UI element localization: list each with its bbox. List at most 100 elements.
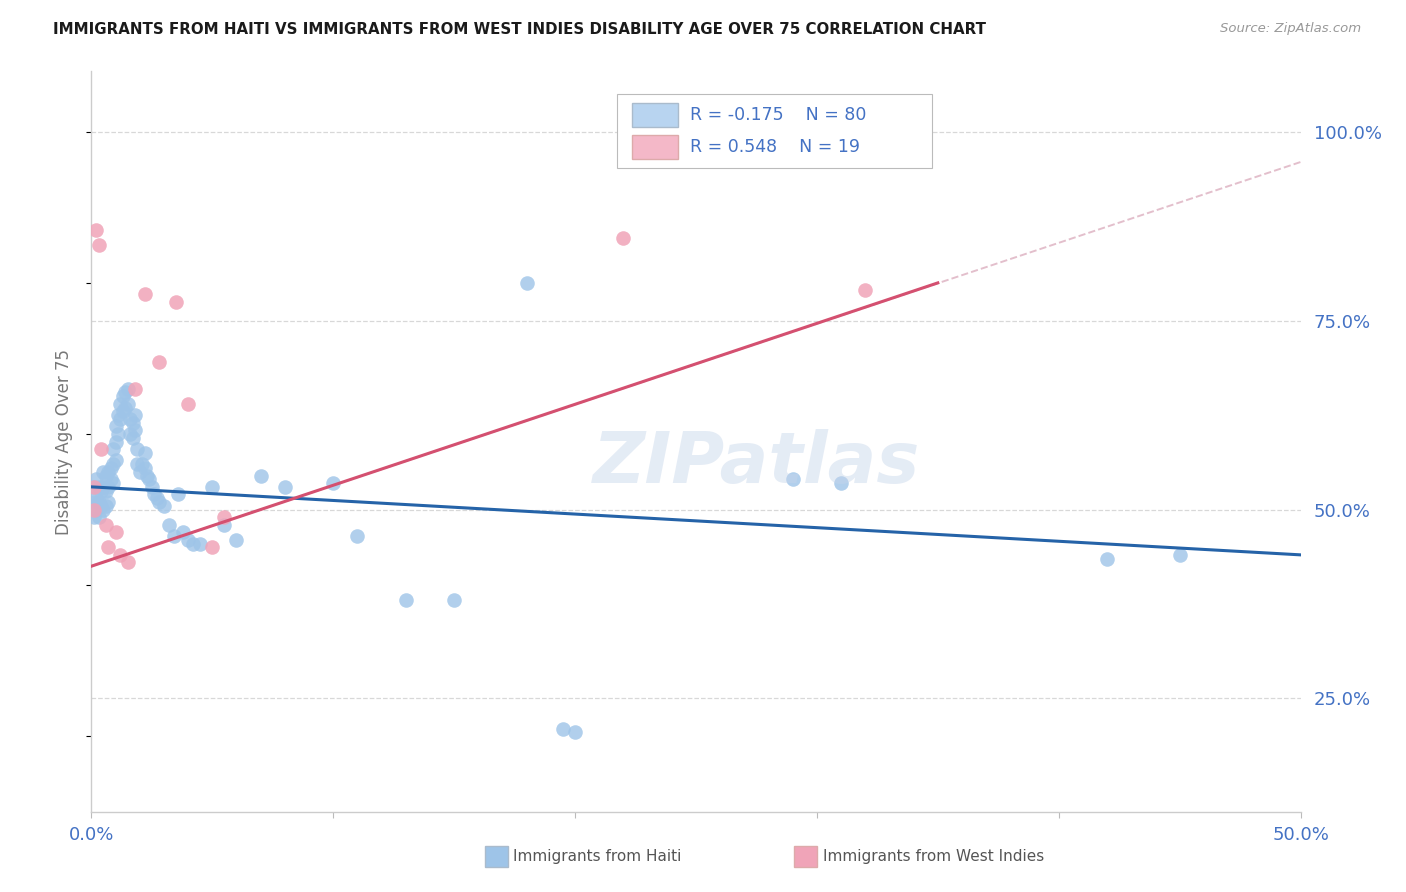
Point [110, 412, 132, 426]
Point [84, 472, 107, 486]
Point [110, 548, 132, 562]
Point [134, 287, 156, 301]
Point [124, 382, 146, 396]
Point [87, 510, 110, 524]
Bar [631, 103, 678, 127]
Point [134, 461, 156, 475]
Point [107, 427, 129, 442]
Point [83, 480, 105, 494]
Point [117, 382, 139, 396]
Y-axis label: Disability Age Over 75: Disability Age Over 75 [55, 349, 73, 534]
Text: Immigrants from Haiti: Immigrants from Haiti [513, 849, 682, 863]
Point [94, 468, 117, 483]
Point [107, 408, 129, 422]
Point [90, 483, 112, 498]
Point [97, 465, 120, 479]
Point [322, 476, 344, 491]
Point [101, 442, 124, 456]
Point [551, 722, 574, 736]
Point [93, 480, 115, 494]
Point [214, 510, 236, 524]
Point [87, 480, 110, 494]
Point [127, 442, 149, 456]
Point [214, 517, 236, 532]
Point [564, 725, 586, 739]
Point [346, 529, 368, 543]
Point [165, 294, 187, 309]
Point [143, 487, 166, 501]
Point [148, 495, 170, 509]
Point [181, 536, 204, 550]
Point [153, 499, 176, 513]
Point [83, 495, 105, 509]
Point [84, 502, 107, 516]
Point [127, 457, 149, 471]
Point [90, 442, 112, 456]
Point [120, 412, 142, 426]
Point [97, 480, 120, 494]
Point [830, 476, 852, 491]
Text: R = 0.548    N = 19: R = 0.548 N = 19 [690, 138, 860, 156]
Point [120, 427, 142, 442]
Point [104, 453, 127, 467]
Text: IMMIGRANTS FROM HAITI VS IMMIGRANTS FROM WEST INDIES DISABILITY AGE OVER 75 CORR: IMMIGRANTS FROM HAITI VS IMMIGRANTS FROM… [53, 22, 987, 37]
Point [1095, 551, 1118, 566]
Point [94, 499, 117, 513]
Text: Immigrants from West Indies: Immigrants from West Indies [823, 849, 1043, 863]
Point [177, 533, 200, 547]
Point [104, 525, 127, 540]
Point [83, 510, 105, 524]
Point [136, 468, 159, 483]
Point [167, 487, 190, 501]
Point [853, 284, 876, 298]
Point [101, 476, 124, 491]
Point [121, 416, 143, 430]
Point [100, 472, 122, 486]
Point [101, 457, 124, 471]
Point [516, 276, 538, 290]
Text: Source: ZipAtlas.com: Source: ZipAtlas.com [1220, 22, 1361, 36]
Point [87, 238, 110, 252]
Point [83, 480, 105, 494]
Point [274, 480, 297, 494]
Point [124, 423, 146, 437]
Point [111, 389, 134, 403]
Point [138, 472, 160, 486]
Point [111, 404, 134, 418]
Point [157, 517, 180, 532]
Point [201, 480, 224, 494]
Text: ZIPatlas: ZIPatlas [593, 429, 920, 499]
Point [110, 397, 132, 411]
Point [162, 529, 184, 543]
Point [145, 491, 167, 506]
Text: R = -0.175    N = 80: R = -0.175 N = 80 [690, 106, 866, 124]
Point [128, 465, 150, 479]
Point [93, 465, 115, 479]
Point [114, 385, 136, 400]
Point [201, 541, 224, 555]
Point [104, 434, 127, 449]
Point [83, 502, 105, 516]
Point [117, 556, 139, 570]
Point [172, 525, 194, 540]
FancyBboxPatch shape [617, 94, 932, 168]
Point [97, 541, 120, 555]
Point [97, 495, 120, 509]
Point [249, 468, 271, 483]
Point [225, 533, 247, 547]
Point [141, 480, 163, 494]
Point [104, 419, 127, 434]
Point [114, 401, 136, 415]
Point [134, 446, 156, 460]
Point [117, 397, 139, 411]
Point [1168, 548, 1191, 562]
Point [148, 355, 170, 369]
Point [612, 230, 634, 244]
Point [782, 472, 804, 486]
Point [443, 593, 465, 607]
Bar [631, 135, 678, 159]
Point [395, 593, 418, 607]
Point [94, 483, 117, 498]
Point [124, 408, 146, 422]
Point [100, 461, 122, 475]
